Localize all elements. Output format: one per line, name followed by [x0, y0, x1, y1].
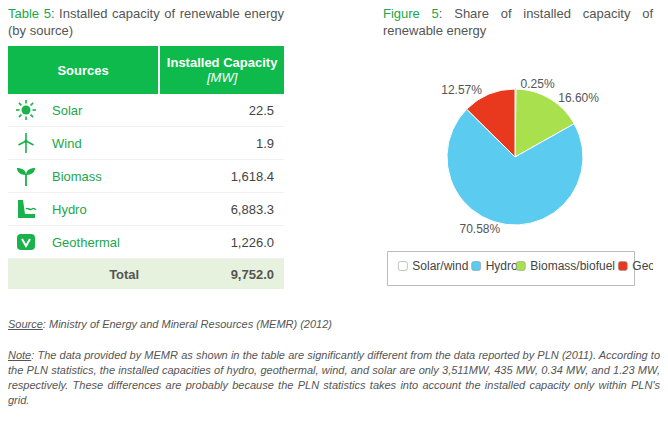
- svg-text:Hydro: Hydro: [486, 259, 518, 273]
- html-text:Solar: Solar: [52, 102, 83, 118]
- html-text:Sources: Sources: [57, 62, 109, 78]
- svg-text:Biomass/biofuel: Biomass/biofuel: [530, 259, 615, 273]
- html-text:Source: Ministry of Energy and: Source: Ministry of Energy and Mineral R…: [8, 318, 332, 330]
- html-text:Note: The data provided by MEM: Note: The data provided by MEMR as shown…: [8, 349, 660, 406]
- html-text:Figure 5: Share of installed c: Figure 5: Share of installed capacity of…: [383, 6, 653, 38]
- html-text:[MW]: [MW]: [206, 70, 238, 85]
- html-text:9,752.0: 9,752.0: [230, 266, 274, 282]
- html-text:Table 5: Installed capacity of: Table 5: Installed capacity of renewable…: [8, 6, 284, 38]
- html-text:6,883.3: 6,883.3: [230, 201, 274, 217]
- html-text:Biomass: Biomass: [52, 168, 102, 184]
- svg-text:Solar/wind: Solar/wind: [412, 259, 468, 273]
- html-text:Geothermal: Geothermal: [52, 234, 120, 250]
- html-text:Installed Capacity: Installed Capacity: [166, 55, 278, 70]
- svg-text:16.60%: 16.60%: [558, 91, 599, 105]
- svg-text:70.58%: 70.58%: [460, 222, 501, 236]
- html-text:Wind: Wind: [52, 135, 82, 151]
- html-text:Total: Total: [109, 266, 140, 282]
- html-text:1,618.4: 1,618.4: [230, 168, 274, 184]
- html-text:1,226.0: 1,226.0: [230, 234, 274, 250]
- svg-text:12.57%: 12.57%: [441, 83, 482, 97]
- svg-text:Geothermal: Geothermal: [632, 259, 653, 273]
- svg-text:0.25%: 0.25%: [521, 77, 555, 91]
- html-text:1.9: 1.9: [255, 135, 274, 151]
- html-text:22.5: 22.5: [248, 102, 274, 118]
- html-text:Hydro: Hydro: [52, 201, 87, 217]
